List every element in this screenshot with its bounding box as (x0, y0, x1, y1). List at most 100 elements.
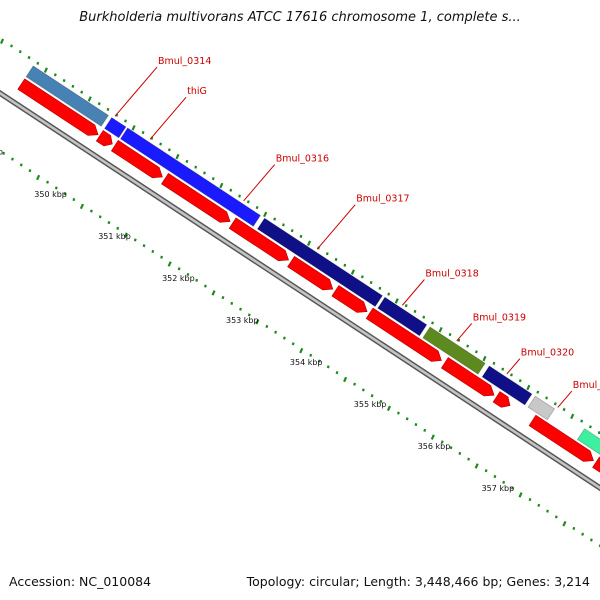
minor-tick (405, 417, 409, 421)
minor-tick (466, 344, 470, 348)
minor-tick (309, 353, 313, 357)
minor-tick (369, 281, 373, 285)
minor-tick (229, 188, 233, 192)
minor-tick (19, 163, 23, 167)
minor-tick (106, 107, 110, 112)
minor-tick (343, 263, 347, 267)
minor-tick (291, 342, 295, 346)
minor-tick (413, 309, 417, 313)
cds-arrow-11 (592, 456, 600, 473)
tick-label-2: 351 kbp (98, 232, 131, 241)
minor-tick (2, 151, 6, 155)
major-tick (394, 298, 399, 304)
minor-tick (484, 469, 488, 473)
gene-label-1: Bmul_0314 (158, 56, 211, 67)
gene-label-5: Bmul_0318 (425, 269, 478, 280)
cds-track (17, 78, 600, 473)
minor-tick (457, 338, 461, 342)
minor-tick (221, 296, 225, 300)
minor-tick (387, 292, 391, 296)
minor-tick (273, 217, 277, 221)
major-tick (430, 434, 435, 440)
minor-tick (318, 359, 321, 363)
major-tick (43, 67, 48, 73)
minor-tick (397, 411, 400, 415)
major-tick (438, 327, 443, 333)
minor-tick (431, 321, 434, 325)
minor-tick (274, 330, 278, 334)
cds-arrow-10 (528, 414, 594, 462)
minor-tick (553, 402, 557, 406)
minor-tick (326, 365, 330, 369)
tick-labels: 349 kbp 350 kbp 351 kbp 352 kbp 353 kbp 354 k… (0, 148, 514, 493)
minor-tick (72, 197, 76, 202)
gene-labels: Bmul_0314 thiG Bmul_0316 Bmul_0317 Bmul_0318… (158, 56, 600, 391)
minor-tick (18, 50, 22, 54)
minor-tick (536, 390, 540, 394)
minor-tick (440, 440, 444, 444)
minor-tick (379, 399, 383, 404)
gene-block-2 (119, 127, 261, 227)
minor-tick (151, 249, 155, 254)
minor-tick (562, 407, 566, 412)
minor-tick (255, 205, 259, 210)
gene-block-3 (256, 217, 383, 308)
tick-label-3: 352 kbp (162, 274, 195, 283)
minor-tick (589, 538, 593, 542)
major-tick (0, 38, 5, 45)
minor-tick (63, 192, 67, 196)
backbone-outline (0, 89, 600, 492)
minor-tick (370, 394, 374, 398)
major-tick (79, 203, 84, 210)
minor-tick (185, 159, 189, 163)
major-tick (175, 153, 180, 160)
minor-tick (265, 324, 269, 329)
minor-tick (107, 221, 111, 225)
gene-leader-7 (506, 358, 521, 375)
minor-tick (353, 382, 356, 386)
minor-tick (554, 515, 558, 519)
minor-tick (133, 238, 137, 242)
minor-tick (378, 286, 382, 290)
minor-tick (334, 257, 338, 262)
gene-label-2: thiG (187, 86, 207, 97)
minor-tick (36, 61, 40, 65)
minor-tick (325, 252, 329, 256)
minor-tick (238, 194, 241, 198)
minor-tick (246, 200, 250, 204)
tick-label-8: 357 kbp (482, 484, 515, 493)
minor-tick (54, 186, 58, 190)
minor-tick (186, 272, 190, 277)
major-tick (255, 318, 260, 325)
backbone-line (0, 91, 600, 490)
major-tick (307, 240, 312, 246)
minor-tick (204, 284, 207, 288)
minor-tick (493, 474, 497, 479)
map-title: Burkholderia multivorans ATCC 17616 chro… (79, 10, 521, 25)
gene-leader-8 (557, 390, 573, 408)
minor-tick (414, 423, 418, 427)
gene-block-6 (481, 365, 533, 406)
minor-tick (501, 367, 505, 371)
cds-arrow-5 (287, 255, 334, 291)
minor-tick (71, 84, 75, 88)
major-tick (562, 520, 567, 527)
minor-tick (360, 275, 364, 279)
major-tick (211, 290, 216, 296)
minor-tick (448, 332, 452, 337)
minor-tick (511, 486, 514, 490)
minor-tick (53, 73, 57, 77)
minor-tick (449, 446, 453, 450)
major-tick (350, 269, 355, 275)
minor-tick (423, 428, 427, 432)
gene-leader-4 (316, 204, 356, 250)
major-tick (263, 211, 268, 218)
major-tick (123, 232, 128, 238)
gene-block-0 (25, 65, 109, 127)
backbone-ring (0, 89, 600, 492)
inner-tick-marks (2, 151, 600, 548)
tick-label-6: 355 kbp (354, 400, 387, 409)
minor-tick (211, 177, 215, 181)
minor-tick (160, 255, 163, 259)
